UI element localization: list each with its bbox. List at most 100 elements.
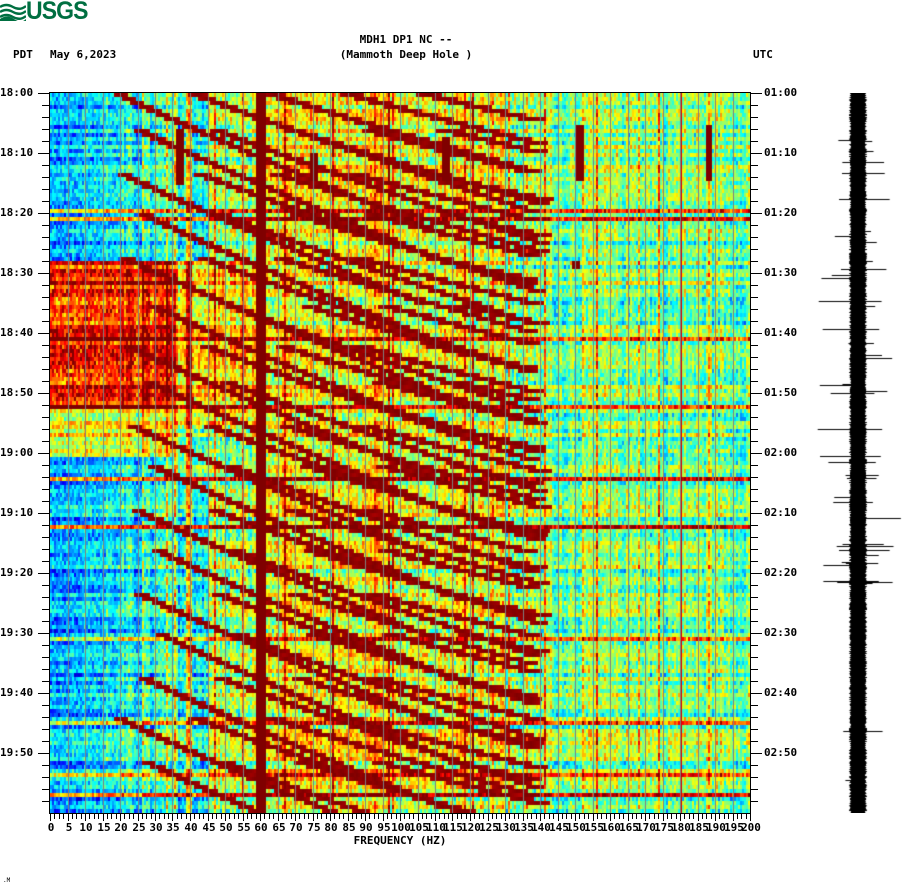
x-tick xyxy=(527,813,528,819)
y-tick-left xyxy=(42,189,50,190)
y-tick-left xyxy=(42,141,50,142)
x-axis-title: FREQUENCY (HZ) xyxy=(353,834,447,847)
x-tick xyxy=(614,813,615,819)
x-tick xyxy=(588,813,589,819)
station-title: MDH1 DP1 NC -- xyxy=(359,33,453,46)
y-tick-left xyxy=(42,729,50,730)
x-tick xyxy=(378,813,379,819)
y-tick-left xyxy=(42,777,50,778)
x-tick xyxy=(597,813,598,819)
x-tick-label: 120 xyxy=(461,821,481,834)
x-tick-label: 100 xyxy=(391,821,411,834)
y-tick-left xyxy=(42,441,50,442)
y-tick-right xyxy=(750,441,758,442)
y-tick-right xyxy=(750,261,758,262)
x-tick xyxy=(523,813,524,821)
y-tick-left xyxy=(42,789,50,790)
x-tick xyxy=(461,813,462,819)
x-tick xyxy=(654,813,655,819)
y-tick-left xyxy=(38,453,50,454)
y-label-left: 19:00 xyxy=(0,446,34,459)
y-tick-right xyxy=(750,717,758,718)
y-tick-right xyxy=(750,609,758,610)
x-tick xyxy=(243,813,244,821)
x-tick xyxy=(544,813,545,819)
y-tick-right xyxy=(750,729,758,730)
y-label-left: 18:00 xyxy=(0,86,34,99)
x-tick xyxy=(129,813,130,819)
x-tick-label: 55 xyxy=(237,821,251,834)
y-tick-left xyxy=(38,93,50,94)
x-tick xyxy=(724,813,725,819)
x-tick xyxy=(514,813,515,819)
y-tick-left xyxy=(38,333,50,334)
x-tick xyxy=(190,813,191,821)
station-subtitle: (Mammoth Deep Hole ) xyxy=(339,48,473,61)
x-tick xyxy=(671,813,672,819)
y-label-left: 18:10 xyxy=(0,146,34,159)
y-tick-right xyxy=(750,333,762,334)
x-tick-label: 150 xyxy=(566,821,586,834)
x-tick xyxy=(698,813,699,821)
x-tick-label: 140 xyxy=(531,821,551,834)
x-tick-label: 20 xyxy=(114,821,128,834)
y-tick-right xyxy=(750,765,758,766)
x-tick xyxy=(422,813,423,819)
x-tick xyxy=(50,813,51,821)
y-tick-left xyxy=(42,357,50,358)
y-tick-right xyxy=(750,369,758,370)
y-tick-left xyxy=(42,237,50,238)
y-label-right: 01:30 xyxy=(764,266,798,279)
y-tick-left xyxy=(42,177,50,178)
y-label-right: 02:40 xyxy=(764,686,798,699)
x-tick xyxy=(667,813,668,819)
x-tick xyxy=(308,813,309,819)
y-label-left: 18:40 xyxy=(0,326,34,339)
y-tick-right xyxy=(750,117,758,118)
x-tick xyxy=(216,813,217,819)
x-tick xyxy=(435,813,436,821)
x-tick xyxy=(164,813,165,819)
y-tick-left xyxy=(38,273,50,274)
x-tick xyxy=(601,813,602,819)
y-tick-left xyxy=(38,153,50,154)
y-label-right: 01:20 xyxy=(764,206,798,219)
x-tick xyxy=(343,813,344,819)
y-tick-right xyxy=(750,321,758,322)
y-label-left: 19:30 xyxy=(0,626,34,639)
y-tick-right xyxy=(750,753,762,754)
x-tick-label: 90 xyxy=(359,821,373,834)
y-tick-left xyxy=(42,741,50,742)
x-tick xyxy=(234,813,235,819)
x-tick xyxy=(741,813,742,819)
x-tick xyxy=(54,813,55,819)
y-label-left: 18:20 xyxy=(0,206,34,219)
x-tick xyxy=(107,813,108,819)
x-tick xyxy=(348,813,349,821)
x-tick xyxy=(584,813,585,819)
x-tick xyxy=(286,813,287,819)
y-tick-right xyxy=(750,297,758,298)
y-tick-right xyxy=(750,129,758,130)
x-tick xyxy=(81,813,82,819)
y-tick-left xyxy=(42,369,50,370)
usgs-wave-icon xyxy=(0,1,26,21)
x-tick xyxy=(641,813,642,819)
x-tick xyxy=(483,813,484,819)
y-tick-left xyxy=(38,573,50,574)
x-tick-label: 0 xyxy=(47,821,55,834)
x-tick xyxy=(400,813,401,821)
x-tick-label: 5 xyxy=(65,821,73,834)
x-tick-label: 45 xyxy=(202,821,216,834)
y-tick-left xyxy=(42,249,50,250)
x-tick xyxy=(606,813,607,819)
x-tick xyxy=(269,813,270,819)
x-tick xyxy=(89,813,90,819)
right-timezone-label: UTC xyxy=(753,48,773,61)
y-tick-left xyxy=(42,585,50,586)
x-tick xyxy=(619,813,620,819)
x-tick xyxy=(369,813,370,819)
y-tick-right xyxy=(750,237,758,238)
x-tick xyxy=(221,813,222,819)
x-tick xyxy=(278,813,279,821)
